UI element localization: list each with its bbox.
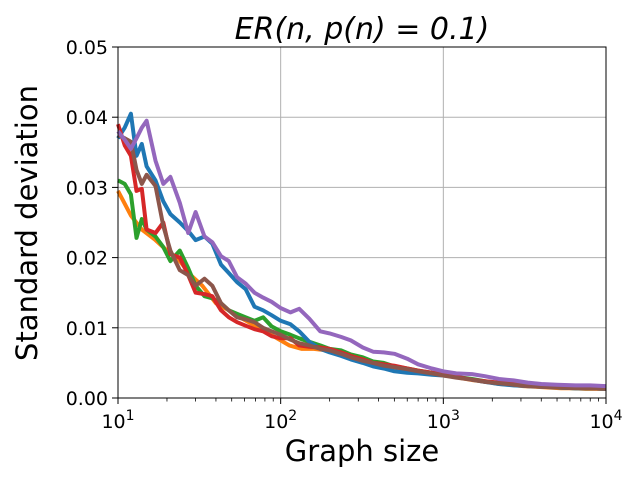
y-tick-label: 0.00 — [66, 388, 108, 410]
x-tick-label: 101 — [101, 408, 134, 433]
plot-frame — [117, 46, 607, 399]
x-tick-label-base: 10 — [427, 411, 451, 433]
series-line-series-5 — [117, 133, 607, 391]
x-tick-label-exponent: 4 — [614, 408, 623, 424]
axis-ticks — [112, 46, 607, 404]
y-axis-label: Standard deviation — [10, 85, 44, 361]
y-tick-labels: 0.00 0.01 0.02 0.03 0.04 0.05 — [66, 37, 108, 410]
y-tick-label: 0.05 — [66, 37, 108, 59]
y-tick-label: 0.04 — [66, 107, 108, 129]
y-tick-label: 0.03 — [66, 177, 108, 199]
x-tick-labels: 101 102 103 104 — [101, 408, 622, 433]
x-tick-label-base: 10 — [264, 411, 288, 433]
x-tick-label-exponent: 1 — [126, 408, 135, 424]
x-tick-label-base: 10 — [101, 411, 125, 433]
x-tick-label: 102 — [264, 408, 297, 433]
x-tick-label-exponent: 3 — [451, 408, 460, 424]
series-layer — [116, 111, 607, 391]
x-tick-label-exponent: 2 — [288, 408, 297, 424]
x-axis-label: Graph size — [285, 434, 439, 468]
y-tick-label: 0.01 — [66, 318, 108, 340]
series-line-series-6 — [116, 118, 607, 389]
x-tick-label: 103 — [427, 408, 460, 433]
x-tick-label-base: 10 — [589, 411, 613, 433]
x-tick-label: 104 — [589, 408, 622, 433]
y-tick-label: 0.02 — [66, 248, 108, 270]
chart-title: ER(n, p(n) = 0.1) — [235, 12, 490, 47]
